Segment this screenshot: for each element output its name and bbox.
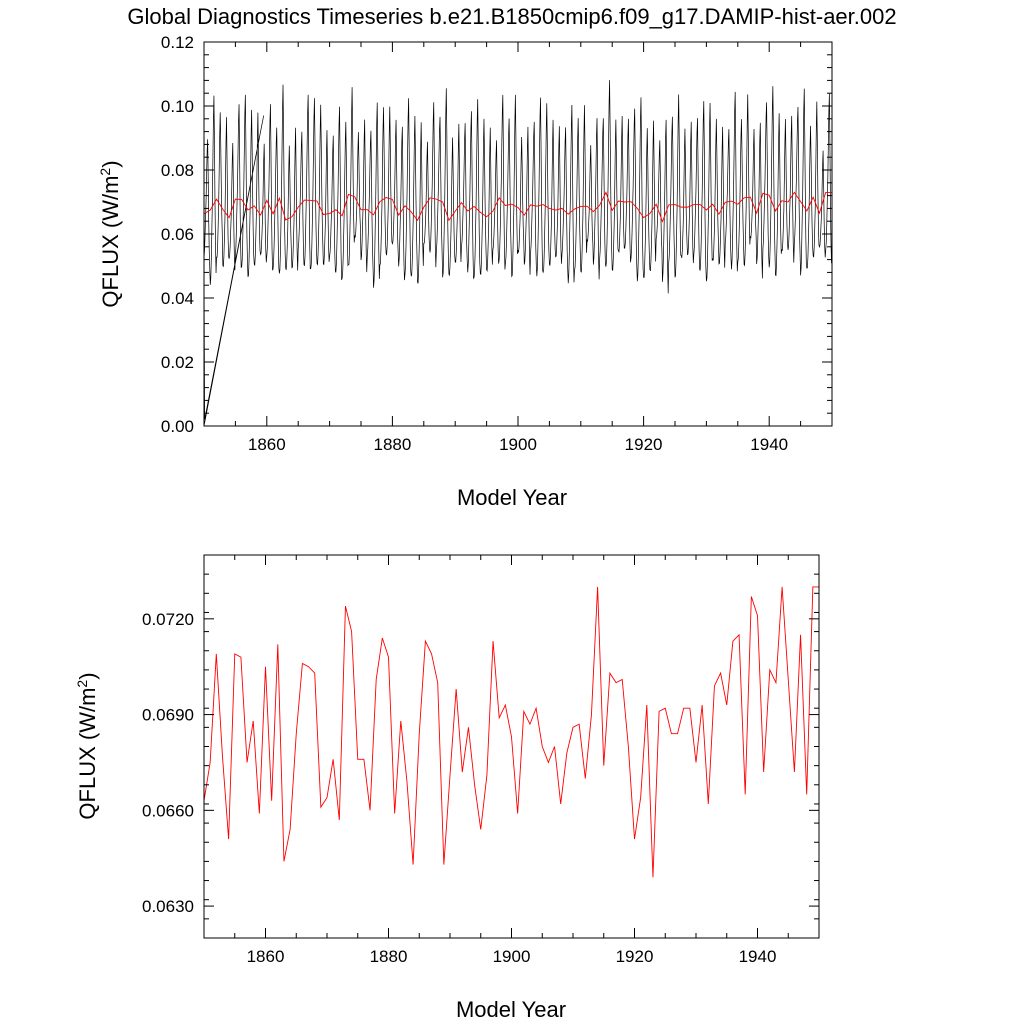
top-y-tick-label: 0.08 [161, 161, 194, 180]
bottom-x-tick-label: 1940 [739, 947, 777, 966]
top-y-tick-label: 0.06 [161, 225, 194, 244]
bottom-y-tick-label: 0.0660 [142, 801, 194, 820]
bottom-annual-line [203, 586, 819, 878]
bottom-ticks [203, 554, 820, 939]
bottom-x-tick-label: 1880 [370, 947, 408, 966]
top-tick-labels: 1860 1880 1900 1920 1940 0.00 0.02 0.04 0.06 0.08… [161, 33, 788, 454]
top-x-axis-title: Model Year [457, 485, 567, 510]
top-x-tick-label: 1900 [499, 435, 537, 454]
bottom-y-axis-title-superscript: 2 [74, 680, 90, 688]
top-x-tick-label: 1860 [248, 435, 286, 454]
bottom-x-axis-title: Model Year [456, 997, 566, 1022]
top-monthly-line-group [203, 80, 832, 427]
top-x-tick-label: 1940 [750, 435, 788, 454]
top-y-tick-label: 0.10 [161, 97, 194, 116]
top-y-axis-title-superscript: 2 [97, 168, 113, 176]
bottom-y-tick-label: 0.0630 [142, 897, 194, 916]
bottom-annual-line-group [203, 586, 819, 878]
top-panel: 1860 1880 1900 1920 1940 0.00 0.02 0.04 0.06 0.08… [97, 33, 833, 510]
bottom-plot-frame [203, 554, 820, 939]
top-y-axis-title: QFLUX (W/m2) [97, 160, 123, 307]
bottom-y-tick-label: 0.0690 [142, 706, 194, 725]
bottom-x-tick-label: 1860 [247, 947, 285, 966]
top-annual-line [203, 191, 832, 223]
bottom-x-tick-label: 1900 [493, 947, 531, 966]
top-plot-frame [203, 41, 833, 427]
bottom-tick-labels: 1860 1880 1900 1920 1940 0.0630 0.0660 0.0690 0.… [142, 610, 776, 966]
top-y-tick-label: 0.00 [161, 417, 194, 436]
top-annual-line-group [203, 191, 832, 223]
top-monthly-line [203, 80, 832, 427]
top-y-tick-label: 0.12 [161, 33, 194, 52]
top-ticks [203, 41, 833, 427]
top-x-tick-label: 1920 [625, 435, 663, 454]
top-y-tick-label: 0.04 [161, 289, 194, 308]
top-y-tick-label: 0.02 [161, 353, 194, 372]
chart-title: Global Diagnostics Timeseries b.e21.B185… [127, 4, 896, 29]
bottom-y-tick-label: 0.0720 [142, 610, 194, 629]
bottom-panel: 1860 1880 1900 1920 1940 0.0630 0.0660 0.0690 0.… [74, 554, 820, 1022]
top-x-tick-label: 1880 [373, 435, 411, 454]
bottom-x-tick-label: 1920 [616, 947, 654, 966]
bottom-y-axis-title: QFLUX (W/m2) [74, 672, 100, 819]
